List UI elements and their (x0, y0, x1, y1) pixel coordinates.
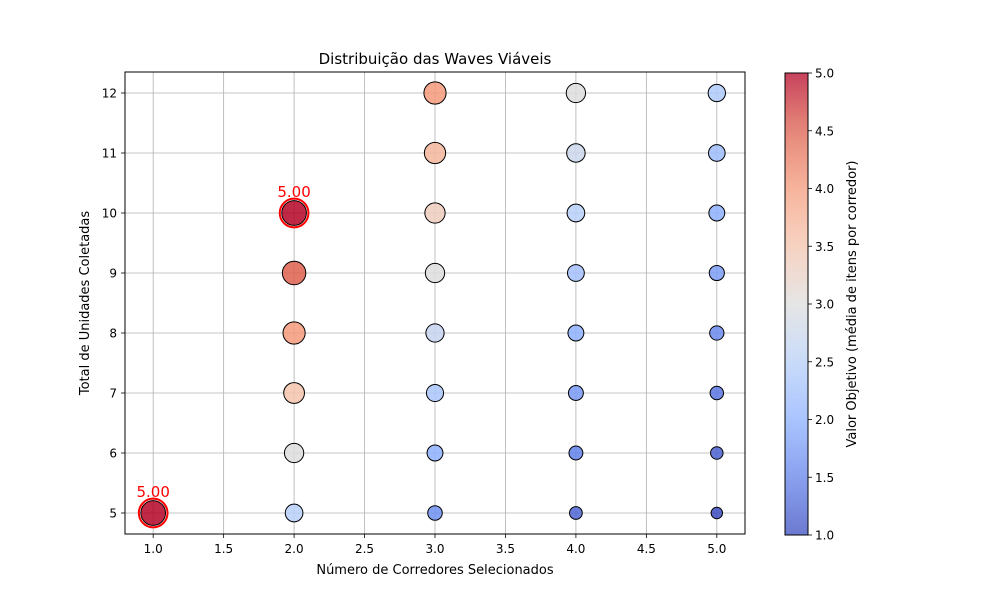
scatter-point (709, 385, 725, 401)
scatter-point (708, 204, 726, 222)
scatter-point (565, 82, 587, 104)
scatter-point (707, 83, 726, 103)
scatter-point (710, 506, 724, 520)
colorbar (784, 72, 809, 536)
colorbar-tick-label: 3.5 (815, 240, 834, 254)
best-point-highlight (278, 197, 310, 229)
scatter-point (423, 141, 447, 165)
annotation-label: 5.00 (277, 183, 310, 201)
colorbar-tick-label: 1.5 (815, 471, 834, 485)
scatter-point (709, 325, 725, 341)
y-tick-label: 8 (109, 327, 117, 341)
colorbar-tick-label: 2.5 (815, 355, 834, 369)
scatter-point (425, 323, 445, 343)
colorbar-axis: 1.0 1.5 2.0 2.5 3.0 3.5 4.0 4.5 5.0 (808, 67, 834, 543)
data-points (140, 81, 726, 526)
y-tick-label: 5 (109, 507, 117, 521)
y-tick-label: 6 (109, 447, 117, 461)
x-tick-label: 5.0 (707, 542, 726, 556)
scatter-point (424, 202, 446, 224)
y-tick-label: 10 (102, 207, 117, 221)
y-tick-label: 12 (102, 87, 117, 101)
scatter-point (568, 445, 584, 461)
colorbar-tick-label: 4.5 (815, 124, 834, 138)
colorbar-tick-label: 1.0 (815, 529, 834, 543)
y-tick-label: 7 (109, 387, 117, 401)
y-tick-label: 9 (109, 267, 117, 281)
colorbar-tick-label: 5.0 (815, 67, 834, 81)
x-tick-label: 4.0 (566, 542, 585, 556)
scatter-point (707, 144, 726, 162)
x-tick-label: 3.5 (496, 542, 515, 556)
scatter-point (566, 143, 586, 163)
scatter-point (708, 264, 725, 282)
scatter-point (566, 264, 585, 282)
y-axis-label: Total de Unidades Coletadas (78, 211, 93, 397)
x-tick-label: 1.0 (144, 542, 163, 556)
scatter-point (425, 383, 445, 403)
scatter-point (424, 262, 446, 284)
colorbar-tick-label: 2.0 (815, 413, 834, 427)
scatter-point (423, 81, 447, 105)
best-point-highlight (137, 497, 169, 529)
point-annotations: 5.00 5.00 (136, 183, 311, 529)
scatter-point (281, 260, 307, 286)
x-axis-label: Número de Corredores Selecionados (316, 563, 554, 578)
x-tick-label: 2.0 (285, 542, 304, 556)
y-axis: 5 6 7 8 9 10 11 12 (102, 87, 125, 521)
scatter-point (283, 442, 305, 464)
x-tick-label: 3.0 (425, 542, 444, 556)
scatter-point (140, 500, 167, 526)
x-tick-label: 2.5 (355, 542, 374, 556)
scatter-point (569, 506, 583, 520)
y-tick-label: 11 (102, 147, 117, 161)
colorbar-tick-label: 4.0 (815, 182, 834, 196)
scatter-point (567, 324, 585, 342)
scatter-point (281, 200, 307, 226)
scatter-point (426, 444, 444, 462)
chart-title: Distribuição das Waves Viáveis (319, 50, 552, 68)
scatter-point (284, 503, 304, 523)
x-tick-label: 4.5 (637, 542, 656, 556)
annotation-label: 5.00 (136, 483, 169, 501)
colorbar-tick-label: 3.0 (815, 298, 834, 312)
x-axis: 1.0 1.5 2.0 2.5 3.0 3.5 4.0 4.5 5.0 (144, 534, 726, 556)
scatter-point (427, 505, 443, 521)
colorbar-label: Valor Objetivo (média de itens por corre… (845, 161, 860, 448)
x-tick-label: 1.5 (214, 542, 233, 556)
scatter-point (567, 385, 584, 401)
scatter-point (566, 203, 586, 223)
scatter-point (282, 321, 306, 345)
scatter-point (283, 382, 305, 404)
scatter-point (710, 446, 724, 460)
